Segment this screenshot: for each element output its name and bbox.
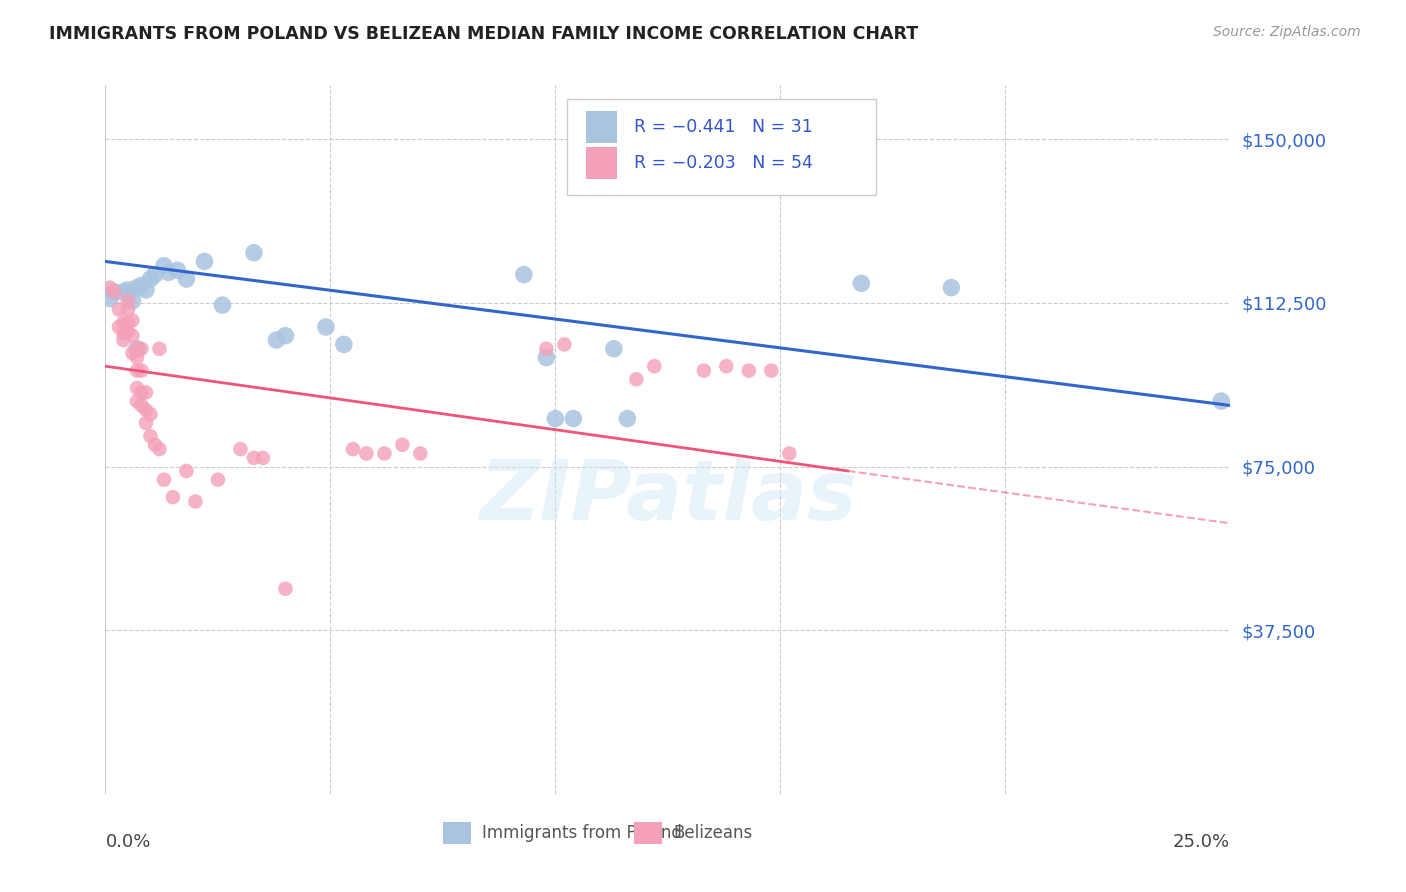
Point	[153, 473, 176, 487]
Point	[193, 254, 215, 268]
Text: IMMIGRANTS FROM POLAND VS BELIZEAN MEDIAN FAMILY INCOME CORRELATION CHART: IMMIGRANTS FROM POLAND VS BELIZEAN MEDIA…	[49, 25, 918, 43]
Point	[117, 316, 139, 330]
Point	[176, 464, 198, 478]
Point	[139, 429, 162, 443]
Point	[562, 411, 585, 425]
Point	[131, 399, 153, 413]
Point	[176, 272, 198, 286]
Point	[108, 320, 131, 334]
Point	[98, 292, 121, 306]
Point	[125, 342, 148, 356]
Text: Immigrants from Poland: Immigrants from Poland	[482, 824, 682, 842]
Point	[135, 385, 157, 400]
Point	[117, 324, 139, 338]
Point	[121, 313, 143, 327]
Point	[553, 337, 575, 351]
Point	[693, 363, 716, 377]
Point	[98, 280, 121, 294]
FancyBboxPatch shape	[567, 99, 876, 194]
Point	[125, 394, 148, 409]
Point	[135, 402, 157, 417]
Point	[274, 328, 297, 343]
Point	[243, 450, 266, 465]
Point	[103, 285, 125, 299]
Point	[131, 385, 153, 400]
Point	[131, 278, 153, 293]
Point	[616, 411, 638, 425]
Point	[162, 490, 184, 504]
Point	[131, 342, 153, 356]
Point	[143, 438, 166, 452]
Point	[112, 326, 135, 341]
Point	[342, 442, 364, 457]
Point	[125, 381, 148, 395]
Point	[166, 263, 188, 277]
Text: R = −0.203   N = 54: R = −0.203 N = 54	[634, 153, 813, 172]
Point	[112, 285, 135, 299]
Point	[125, 342, 148, 356]
Point	[716, 359, 738, 374]
Point	[112, 316, 135, 330]
Point	[117, 302, 139, 317]
Point	[252, 450, 274, 465]
FancyBboxPatch shape	[586, 147, 617, 178]
Point	[184, 494, 207, 508]
Point	[229, 442, 252, 457]
Point	[738, 363, 761, 377]
Point	[643, 359, 665, 374]
FancyBboxPatch shape	[586, 112, 617, 144]
Point	[1211, 394, 1233, 409]
Point	[125, 280, 148, 294]
Point	[148, 442, 170, 457]
Text: ZIPatlas: ZIPatlas	[479, 456, 856, 537]
Point	[121, 293, 143, 308]
Point	[108, 302, 131, 317]
Point	[409, 446, 432, 460]
Point	[125, 351, 148, 365]
Point	[391, 438, 413, 452]
Point	[117, 283, 139, 297]
Point	[243, 245, 266, 260]
Text: 25.0%: 25.0%	[1173, 833, 1230, 851]
Point	[536, 351, 558, 365]
Point	[207, 473, 229, 487]
Point	[117, 293, 139, 308]
Point	[315, 320, 337, 334]
Point	[333, 337, 356, 351]
Point	[544, 411, 567, 425]
Point	[157, 265, 180, 279]
Point	[135, 283, 157, 297]
Point	[274, 582, 297, 596]
Point	[626, 372, 648, 386]
Text: 0.0%: 0.0%	[105, 833, 150, 851]
Point	[153, 259, 176, 273]
FancyBboxPatch shape	[634, 822, 662, 844]
Point	[211, 298, 233, 312]
Point	[121, 346, 143, 360]
Point	[778, 446, 800, 460]
Point	[941, 280, 963, 294]
Point	[121, 328, 143, 343]
Point	[513, 268, 536, 282]
Point	[131, 363, 153, 377]
Point	[112, 333, 135, 347]
Point	[135, 416, 157, 430]
Point	[266, 333, 288, 347]
Point	[373, 446, 395, 460]
Point	[143, 268, 166, 282]
Text: Belizeans: Belizeans	[673, 824, 752, 842]
Point	[125, 363, 148, 377]
FancyBboxPatch shape	[443, 822, 471, 844]
Point	[536, 342, 558, 356]
Point	[761, 363, 783, 377]
Point	[139, 272, 162, 286]
Point	[148, 342, 170, 356]
Point	[851, 277, 873, 291]
Point	[103, 285, 125, 299]
Text: Source: ZipAtlas.com: Source: ZipAtlas.com	[1213, 25, 1361, 39]
Point	[139, 407, 162, 421]
Point	[603, 342, 626, 356]
Text: R = −0.441   N = 31: R = −0.441 N = 31	[634, 119, 813, 136]
Point	[356, 446, 378, 460]
